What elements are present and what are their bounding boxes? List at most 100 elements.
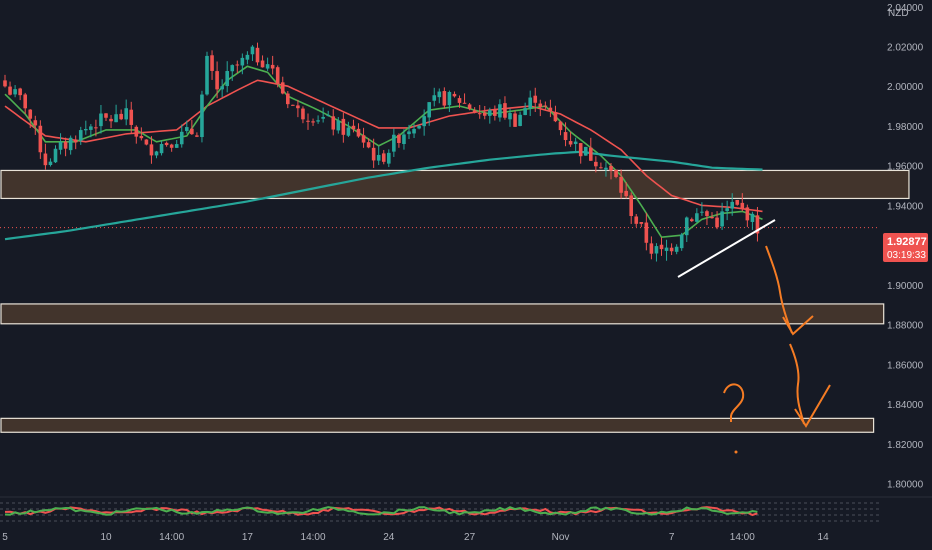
candle-body	[583, 146, 588, 156]
y-axis: NZD 2.04000 2.02000 2.00000 1.98000 1.96000 1…	[887, 3, 924, 491]
candle-body	[513, 113, 517, 127]
candle-body	[639, 222, 644, 224]
candle-body	[331, 116, 336, 130]
candle-body	[43, 153, 48, 166]
candle-body	[33, 120, 38, 126]
y-tick-label: 1.96000	[887, 162, 924, 173]
candle-body	[275, 67, 280, 84]
candle-body	[452, 93, 457, 97]
x-tick-label: 27	[464, 532, 476, 543]
candle-body	[200, 94, 204, 138]
x-tick-label: 7	[669, 532, 675, 543]
candle-body	[503, 103, 507, 118]
candle-body	[725, 208, 729, 212]
candle-body	[750, 213, 755, 222]
candle-body	[119, 113, 123, 120]
candle-body	[270, 64, 275, 69]
candle-body	[23, 94, 27, 109]
price-badges: 1.92877 03:19:33	[883, 233, 928, 262]
candle-body	[543, 105, 548, 107]
question-mark-annotation	[723, 383, 745, 422]
candle-body	[104, 113, 108, 118]
candle-body	[599, 167, 603, 169]
currency-label: NZD	[888, 8, 909, 19]
candle-body	[235, 64, 240, 66]
candle-body	[472, 110, 477, 113]
candle-body	[710, 216, 714, 219]
candle-body	[629, 195, 633, 217]
zones-layer	[0, 169, 910, 433]
candle-body	[528, 97, 532, 109]
projection-arrowhead-2	[794, 384, 831, 428]
candle-body	[78, 130, 83, 141]
candle-body	[179, 131, 184, 145]
candle-body	[361, 135, 366, 143]
y-tick-label: 1.82000	[887, 440, 924, 451]
candle-body	[291, 104, 295, 106]
candle-body	[644, 222, 649, 243]
y-tick-label: 1.98000	[887, 122, 924, 133]
candle-body	[240, 57, 245, 66]
candle-body	[341, 118, 346, 135]
candle-body	[321, 116, 325, 119]
support-resistance-zone	[0, 417, 875, 433]
candle-body	[467, 104, 472, 109]
candle-body	[73, 139, 78, 143]
candle-body	[84, 128, 88, 131]
x-tick-label: Nov	[552, 532, 570, 543]
candle-body	[563, 132, 568, 141]
current-price-badge	[883, 233, 928, 262]
indicator-panel	[0, 496, 932, 522]
candle-body	[94, 127, 98, 129]
candle-body	[523, 108, 527, 116]
candle-body	[245, 54, 250, 60]
candle-body	[594, 161, 598, 167]
candle-body	[371, 147, 376, 161]
candle-body	[326, 114, 330, 116]
candle-body	[376, 154, 381, 161]
rising-trendline	[677, 219, 776, 278]
candle-body	[164, 142, 169, 146]
candle-body	[589, 147, 593, 161]
candle-body	[296, 105, 300, 109]
candle-body	[185, 127, 189, 131]
y-tick-label: 1.88000	[887, 321, 924, 332]
x-tick-label: 17	[242, 532, 254, 543]
candle-body	[578, 143, 583, 157]
y-tick-label: 1.90000	[887, 281, 924, 292]
candle-body	[498, 104, 502, 118]
candle-body	[18, 88, 22, 96]
candle-body	[58, 142, 63, 150]
candle-body	[301, 108, 305, 120]
candle-body	[417, 125, 421, 129]
x-tick-label: 5	[2, 532, 8, 543]
candle-body	[159, 144, 164, 154]
candle-body	[462, 102, 467, 104]
candle-body	[437, 91, 442, 98]
annotations-layer	[677, 219, 831, 454]
candle-body	[174, 144, 179, 148]
candle-body	[68, 137, 73, 151]
candle-body	[230, 65, 235, 72]
candle-body	[225, 71, 229, 87]
candle-body	[28, 109, 33, 119]
x-tick-label: 14	[818, 532, 830, 543]
candle-body	[366, 142, 371, 148]
support-resistance-zone	[0, 169, 910, 200]
candle-body	[457, 98, 462, 103]
candle-body	[477, 113, 482, 115]
candle-body	[346, 127, 351, 136]
candle-body	[740, 202, 745, 209]
candle-body	[619, 176, 623, 193]
candle-body	[422, 116, 426, 127]
candle-body	[381, 153, 386, 162]
candle-body	[609, 165, 613, 171]
candle-body	[316, 120, 320, 122]
candle-body	[144, 139, 149, 145]
support-resistance-zone	[0, 303, 885, 325]
candle-body	[13, 89, 17, 95]
candle-body	[412, 128, 416, 134]
x-axis: 5 10 14:00 17 14:00 24 27 Nov 7 14:00 14	[2, 532, 829, 543]
candle-body	[8, 86, 12, 95]
